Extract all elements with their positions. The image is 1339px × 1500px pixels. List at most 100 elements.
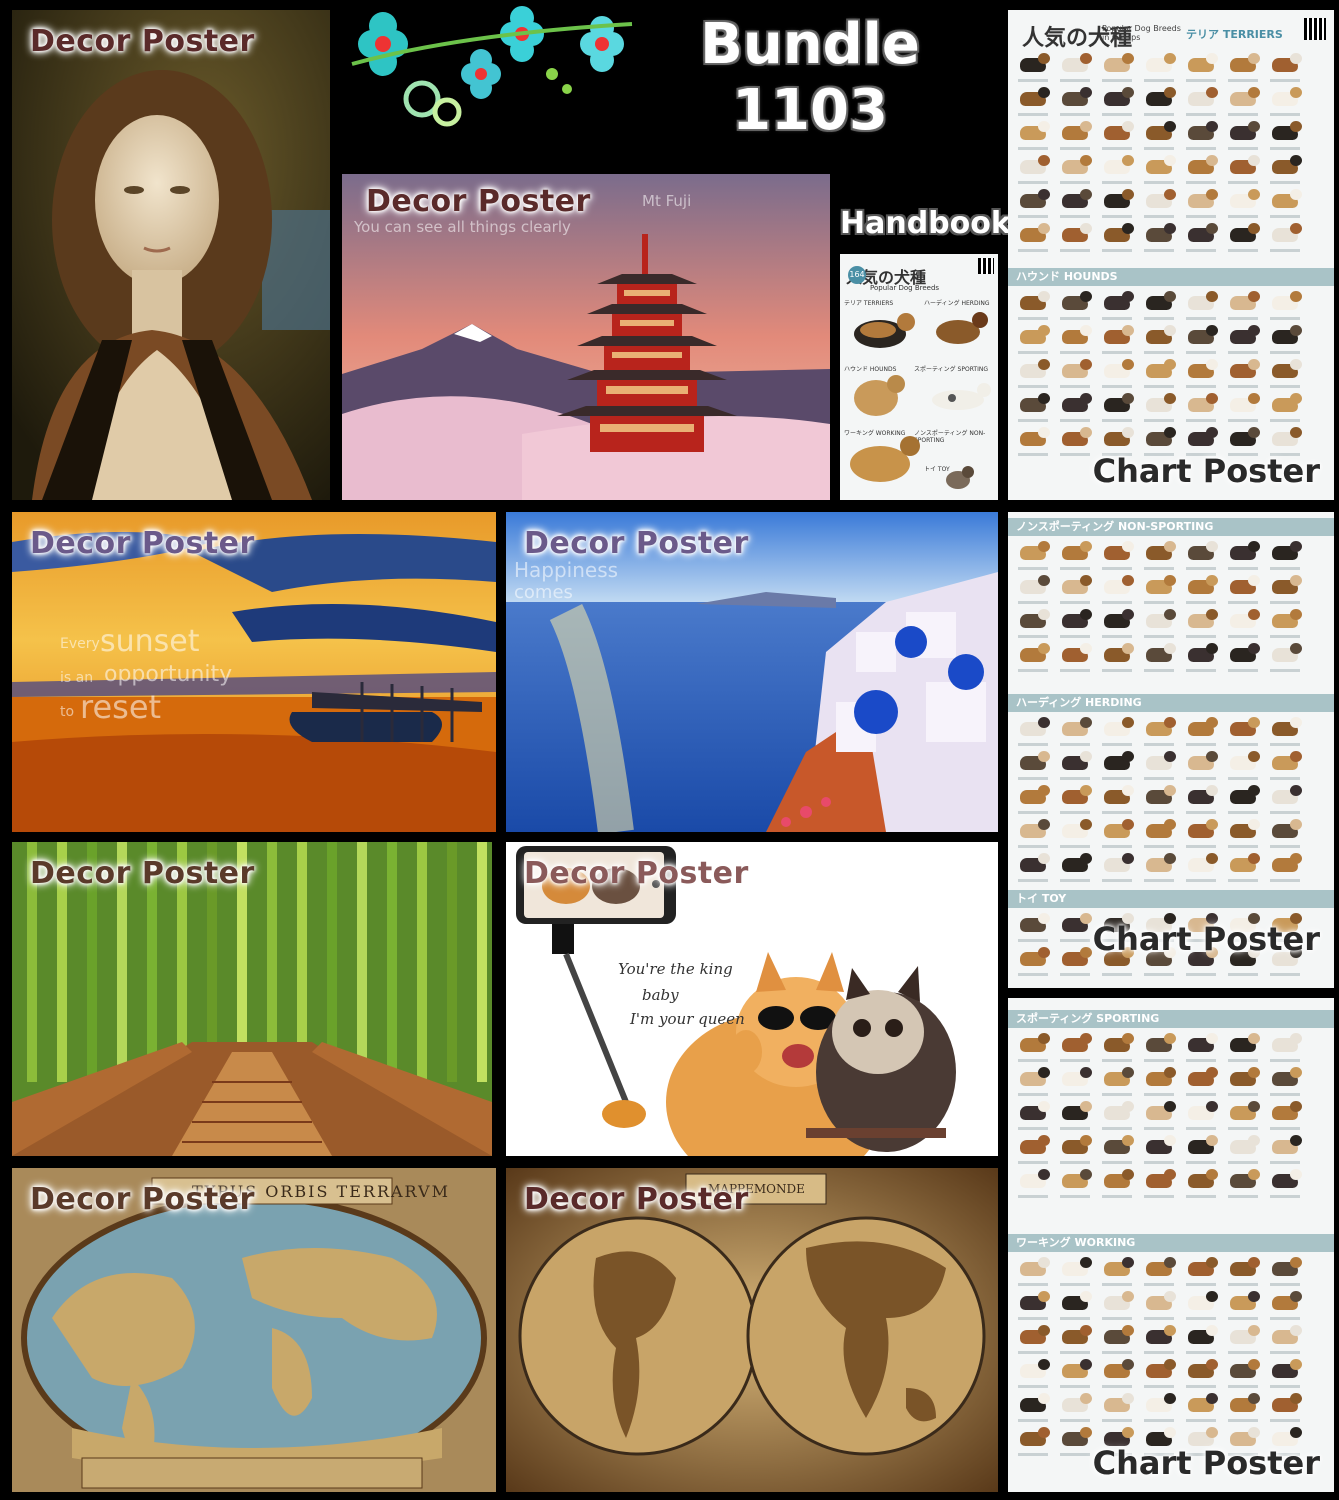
- dog-icon: [1056, 1290, 1094, 1320]
- dog-icon: [1014, 912, 1052, 942]
- dog-icon: [1140, 324, 1178, 354]
- dog-icon: [1140, 608, 1178, 638]
- dog-icon: [1266, 1256, 1304, 1286]
- selfie-cats-image: [516, 846, 956, 1156]
- selfie-cats-poster[interactable]: You're the king baby I'm your queen Deco…: [506, 842, 998, 1156]
- dog-icon: [1266, 1066, 1304, 1096]
- dog-icon: [1182, 120, 1220, 150]
- dog-icon: [1140, 426, 1178, 456]
- fuji-pagoda-poster[interactable]: Mt Fuji You can see all things clearly D…: [342, 174, 830, 500]
- dog-icon: [1098, 358, 1136, 388]
- handbook-count-badge: 164: [848, 266, 866, 284]
- dog-icon: [1224, 120, 1262, 150]
- dog-icon: [1266, 1032, 1304, 1062]
- dog-icon: [1014, 1134, 1052, 1164]
- bamboo-forest-poster[interactable]: Decor Poster: [12, 842, 492, 1156]
- dog-icon: [1098, 716, 1136, 746]
- santorini-poster[interactable]: Happiness comes Decor Poster: [506, 512, 998, 832]
- dog-icon: [1098, 1290, 1136, 1320]
- group-header-toy: トイ TOY: [1008, 890, 1334, 908]
- dog-chart-poster-2[interactable]: ノンスポーティング NON-SPORTING ハーディング HERDING トイ…: [1008, 512, 1334, 988]
- dog-icon: [1266, 540, 1304, 570]
- dog-icon: [1014, 1066, 1052, 1096]
- dog-icon: [1140, 540, 1178, 570]
- dog-icon: [1014, 946, 1052, 976]
- dog-icon: [1014, 1168, 1052, 1198]
- dog-chart-poster-3[interactable]: スポーティング SPORTING ワーキング WORKING Chart Pos…: [1008, 998, 1334, 1492]
- dog-icon: [1056, 946, 1094, 976]
- dog-icon: [1140, 188, 1178, 218]
- dog-chart-subtitle-line1: Popular Dog Breeds: [1102, 24, 1181, 33]
- handbook-cover[interactable]: 人気の犬種 164 Popular Dog Breeds テリア TERRIER…: [840, 254, 998, 500]
- dog-icon: [1182, 1066, 1220, 1096]
- dog-icon: [1224, 188, 1262, 218]
- dog-icon: [1056, 392, 1094, 422]
- dog-icon: [1224, 52, 1262, 82]
- decor-poster-label: Decor Poster: [524, 856, 749, 891]
- dog-icon: [1182, 358, 1220, 388]
- dog-icon: [1056, 608, 1094, 638]
- dog-icon: [1182, 52, 1220, 82]
- sunset-quote-is-an: is an: [60, 670, 94, 686]
- dog-icon: [1056, 574, 1094, 604]
- dog-grid-toy: [1014, 912, 1328, 982]
- dog-grid-working: [1014, 1256, 1328, 1482]
- dog-icon: [1098, 1426, 1136, 1456]
- dog-grid-sporting: [1014, 1032, 1328, 1222]
- dog-icon: [1140, 120, 1178, 150]
- dog-icon: [1098, 750, 1136, 780]
- dog-icon: [1098, 1256, 1136, 1286]
- dog-icon: [1014, 154, 1052, 184]
- dog-icon: [1224, 358, 1262, 388]
- group-header-nonsporting: ノンスポーティング NON-SPORTING: [1008, 518, 1334, 536]
- dog-chart-poster-1[interactable]: 人気の犬種 Popular Dog Breeds in Groups テリア TE…: [1008, 10, 1334, 500]
- bundle-title-line2: 1103: [732, 78, 888, 143]
- dog-icon: [1098, 188, 1136, 218]
- dog-icon: [1266, 818, 1304, 848]
- dog-icon: [1224, 1392, 1262, 1422]
- dog-icon: [1224, 1324, 1262, 1354]
- handbook-title: 人気の犬種: [846, 268, 927, 287]
- handbook-subtitle: Popular Dog Breeds: [870, 284, 940, 292]
- decor-poster-label: Decor Poster: [30, 24, 255, 59]
- dog-icon: [1098, 1392, 1136, 1422]
- dog-icon: [1224, 290, 1262, 320]
- decor-poster-label: Decor Poster: [30, 526, 255, 561]
- dog-icon: [1056, 222, 1094, 252]
- dog-icon: [1140, 1134, 1178, 1164]
- dog-icon: [1182, 784, 1220, 814]
- dog-icon: [1014, 86, 1052, 116]
- dog-icon: [1266, 358, 1304, 388]
- dog-icon: [1098, 392, 1136, 422]
- portrait-poster[interactable]: Decor Poster: [12, 10, 330, 500]
- dog-icon: [1056, 1032, 1094, 1062]
- dog-icon: [1266, 222, 1304, 252]
- world-map-poster-mappemonde[interactable]: MAPPEMONDE Decor Poster: [506, 1168, 998, 1492]
- handbook-label: Handbook: [840, 206, 1011, 241]
- dog-icon: [1224, 1290, 1262, 1320]
- dog-icon: [1014, 1032, 1052, 1062]
- dog-icon: [1266, 750, 1304, 780]
- dog-icon: [1140, 290, 1178, 320]
- dog-icon: [1014, 750, 1052, 780]
- dog-icon: [1224, 1358, 1262, 1388]
- dog-icon: [1182, 1358, 1220, 1388]
- dog-icon: [1224, 946, 1262, 976]
- dog-icon: [1266, 1392, 1304, 1422]
- dog-icon: [1098, 642, 1136, 672]
- dog-icon: [1224, 1426, 1262, 1456]
- dog-icon: [1014, 188, 1052, 218]
- sunset-poster[interactable]: Every sunset is an opportunity to reset …: [12, 512, 496, 832]
- dog-icon: [1098, 1066, 1136, 1096]
- dog-icon: [1056, 716, 1094, 746]
- dog-icon: [1056, 188, 1094, 218]
- dog-icon: [1014, 1392, 1052, 1422]
- dog-icon: [1098, 574, 1136, 604]
- dog-icon: [1266, 426, 1304, 456]
- world-map-poster-ortelius[interactable]: TYPUS ORBIS TERRARVM Decor Poster: [12, 1168, 496, 1492]
- dog-icon: [1182, 574, 1220, 604]
- dog-icon: [1056, 120, 1094, 150]
- handbook-group-sporting: スポーティング SPORTING: [914, 366, 989, 373]
- dog-icon: [1014, 290, 1052, 320]
- world-map-ortelius: [12, 1168, 496, 1492]
